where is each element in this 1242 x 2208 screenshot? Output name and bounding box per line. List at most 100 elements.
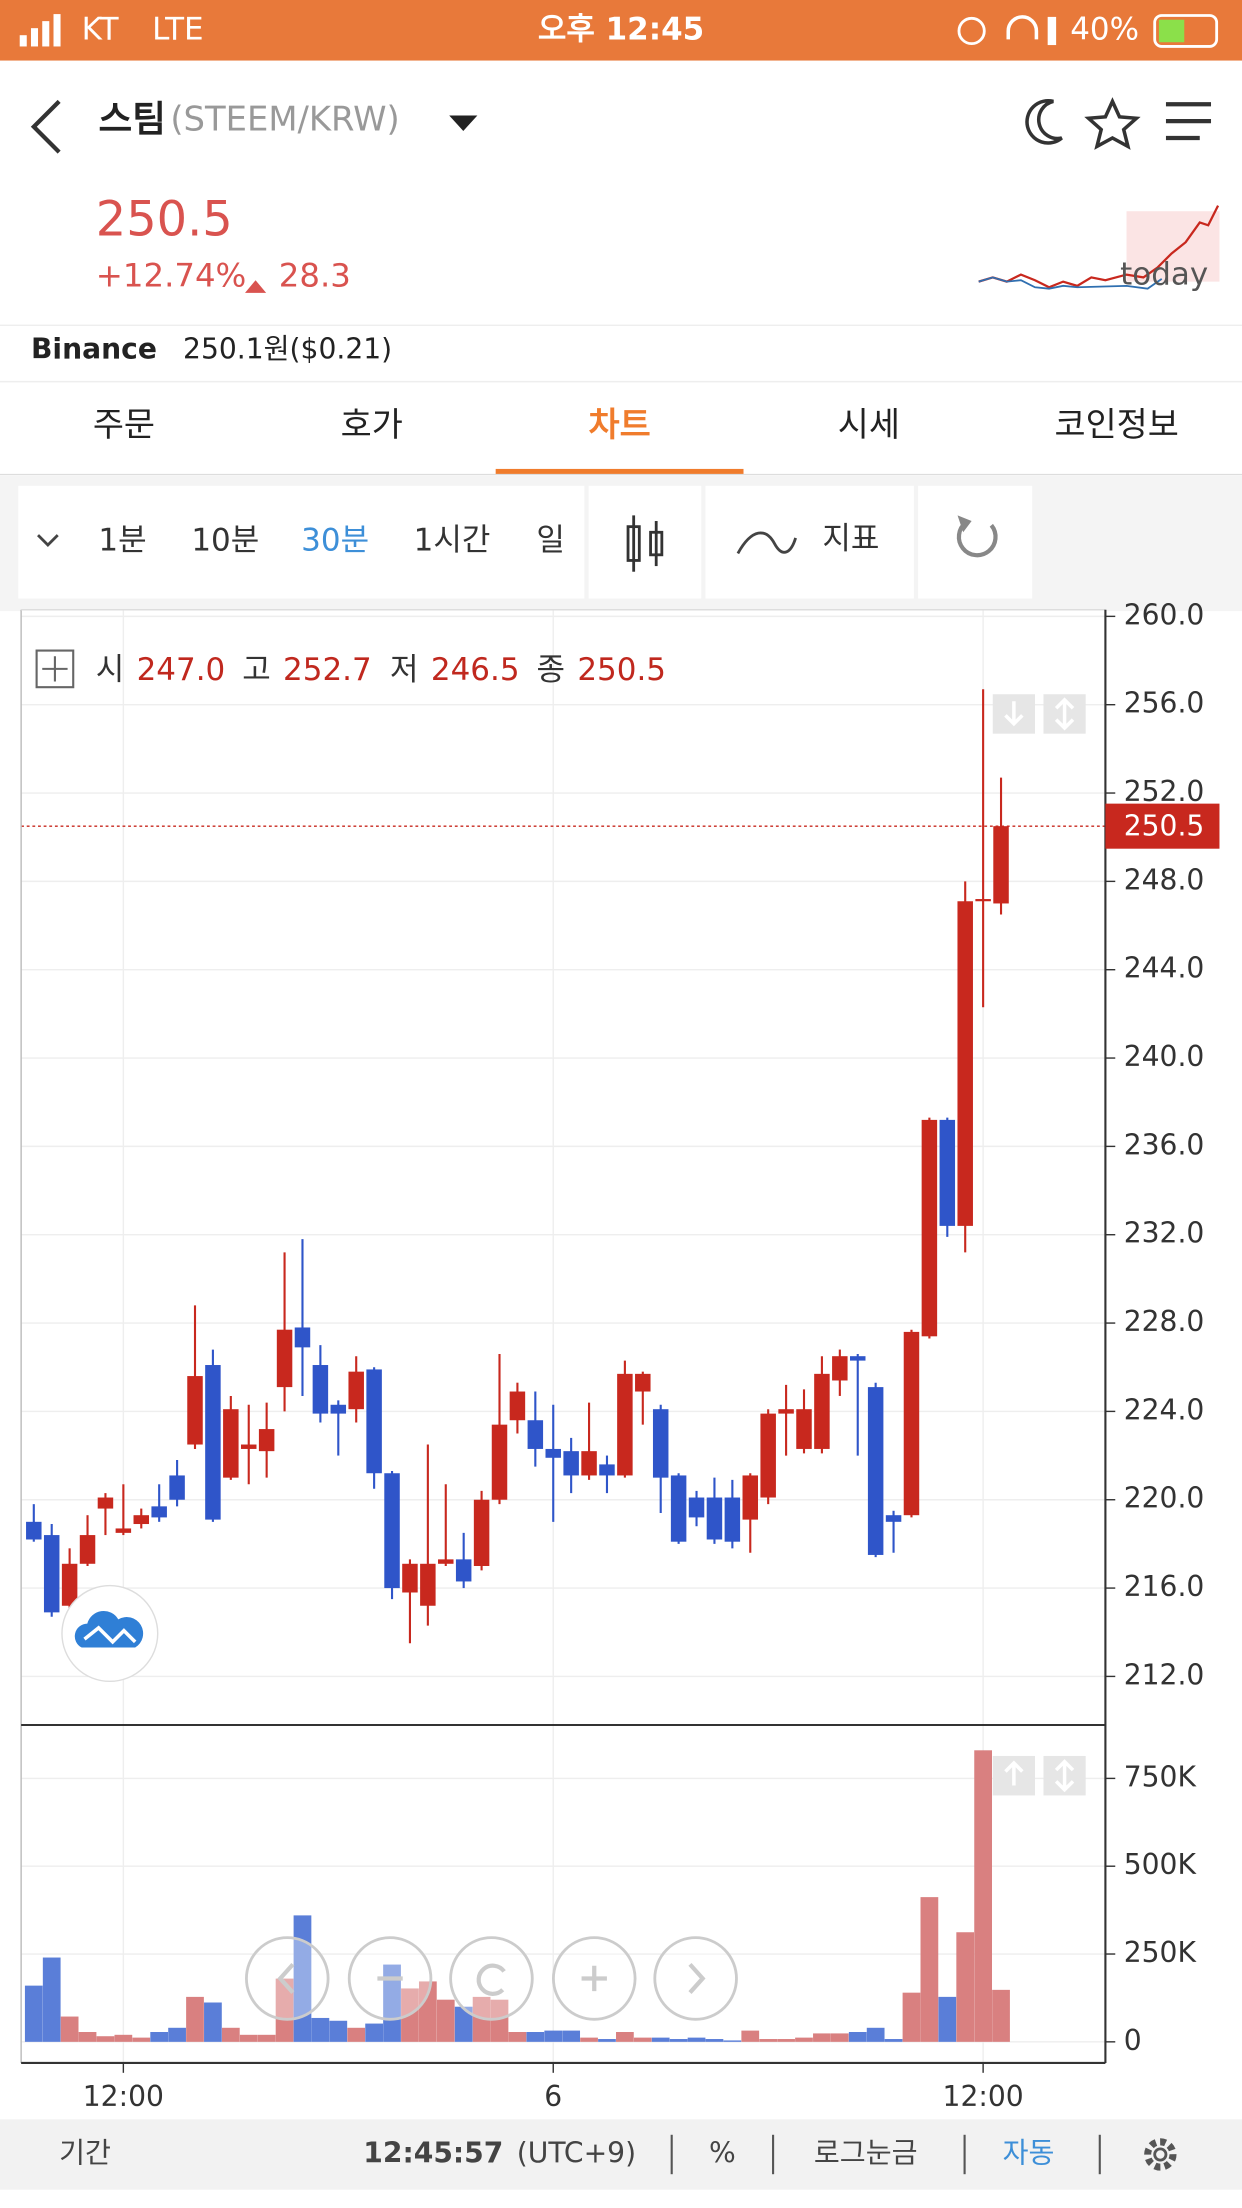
candle-body xyxy=(957,901,973,1226)
volume-bar xyxy=(239,2034,258,2042)
indicator-icon xyxy=(736,531,797,555)
candle-body xyxy=(903,1331,920,1516)
volume-bar xyxy=(866,2027,885,2042)
candle-body xyxy=(133,1515,150,1525)
dropdown[interactable] xyxy=(449,115,478,131)
candle-body xyxy=(742,1475,759,1520)
tab-indicator xyxy=(495,468,744,475)
cloud-icon xyxy=(74,1610,144,1648)
scale-icon xyxy=(1054,1759,1075,1793)
candle-body xyxy=(473,1499,490,1566)
back-button[interactable] xyxy=(30,99,61,154)
last-price-box xyxy=(1105,803,1220,849)
ohlc-legend: 시 247.0 고 252.7 저 246.5 종 250.5 xyxy=(96,652,666,688)
tab[interactable]: 시세 xyxy=(838,405,900,444)
candle-body xyxy=(885,1515,902,1522)
period[interactable]: 기간 xyxy=(59,2136,111,2169)
zoom-reset[interactable] xyxy=(449,1936,534,2021)
chart-type-button[interactable] xyxy=(588,485,702,599)
legend-plus xyxy=(42,656,68,682)
reset-button[interactable] xyxy=(918,485,1033,599)
candle-body xyxy=(563,1451,579,1476)
candle-body xyxy=(151,1506,167,1518)
coin-name: 스팀 xyxy=(99,98,166,141)
volume-bar xyxy=(257,2034,276,2042)
favorite[interactable] xyxy=(1084,97,1141,150)
volume-bar xyxy=(60,2016,79,2042)
tab[interactable]: 차트 xyxy=(589,405,651,444)
volume-bar xyxy=(938,1996,957,2042)
candle-body xyxy=(187,1376,203,1445)
candle-body xyxy=(455,1559,472,1582)
exchange-price: 250.1원($0.21) xyxy=(183,333,392,366)
reset-icon xyxy=(956,520,998,558)
y-tick-label: 236.0 xyxy=(1124,1128,1205,1161)
tab[interactable]: 호가 xyxy=(341,405,403,444)
candle-body xyxy=(796,1409,812,1449)
candle-body xyxy=(258,1429,275,1452)
axis-labels: 212.0 216.0 220.0 224.0 228.0 232.0 236.0 240.0… xyxy=(83,598,1220,2113)
candle-body xyxy=(867,1387,884,1555)
zoom-prev[interactable] xyxy=(245,1936,330,2021)
up-arrow xyxy=(245,280,267,293)
x-tick-label: 12:00 xyxy=(83,2080,164,2113)
y-tick-label: 232.0 xyxy=(1124,1217,1205,1250)
legend-value: 246.5 xyxy=(431,652,520,688)
indicator-button[interactable] xyxy=(705,485,914,599)
legend-label: 저 xyxy=(390,652,419,688)
coin-pair: (STEEM/KRW) xyxy=(170,100,399,139)
volume-bar xyxy=(544,2030,563,2042)
settings[interactable] xyxy=(1144,2138,1177,2171)
candle-body xyxy=(294,1327,311,1348)
interval[interactable]: 10분 xyxy=(191,523,259,559)
candle-body xyxy=(814,1373,830,1449)
interval-chevron[interactable] xyxy=(37,534,59,547)
scale-icon xyxy=(1004,1760,1024,1786)
clock: 오후 12:45 xyxy=(538,11,704,47)
volume-bar xyxy=(24,1985,43,2042)
interval[interactable]: 일 xyxy=(536,523,565,559)
candle-body xyxy=(724,1497,741,1542)
volume-bar xyxy=(96,2036,115,2042)
percent-toggle[interactable]: % xyxy=(709,2136,736,2169)
volume-bar xyxy=(902,1992,921,2042)
settings-hub xyxy=(1153,2147,1168,2162)
log-toggle[interactable]: 로그눈금 xyxy=(814,2136,918,2169)
battery-icon xyxy=(1153,14,1219,48)
scale-icon xyxy=(1004,701,1024,727)
interval[interactable]: 30분 xyxy=(301,523,369,559)
candle-body xyxy=(276,1329,293,1388)
legend-value: 247.0 xyxy=(137,652,226,688)
candle-body xyxy=(26,1521,42,1540)
menu[interactable] xyxy=(1165,102,1212,141)
volume-bar xyxy=(365,2023,383,2042)
candle-body xyxy=(402,1563,418,1593)
tab[interactable]: 코인정보 xyxy=(1055,405,1179,444)
candle-body xyxy=(545,1448,561,1458)
volume-bar xyxy=(651,2037,670,2042)
volume-bar xyxy=(42,1957,61,2042)
zoom-next[interactable] xyxy=(653,1936,738,2021)
interval[interactable]: 1분 xyxy=(98,523,146,559)
candle-body xyxy=(205,1365,221,1520)
interval[interactable]: 1시간 xyxy=(414,523,491,559)
night-mode[interactable] xyxy=(1025,99,1063,145)
volume-bar xyxy=(741,2030,760,2042)
sparkline-prev xyxy=(978,276,1163,290)
volume-bar xyxy=(150,2032,169,2042)
volume-tick-label: 500K xyxy=(1124,1848,1198,1881)
volume-bar xyxy=(580,2037,598,2042)
tab[interactable]: 주문 xyxy=(93,405,155,444)
exchange-name: Binance xyxy=(31,333,157,366)
candle-body xyxy=(169,1475,185,1500)
candle-body xyxy=(993,826,1009,904)
battery-level xyxy=(1158,19,1185,43)
x-tick-label: 12:00 xyxy=(943,2080,1024,2113)
auto-toggle[interactable]: 자동 xyxy=(1003,2136,1055,2169)
candle-body xyxy=(581,1451,597,1476)
headphone-icon xyxy=(1006,15,1039,40)
candle-body xyxy=(939,1119,956,1226)
